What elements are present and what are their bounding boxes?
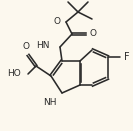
Text: HO: HO bbox=[7, 70, 21, 78]
Text: HN: HN bbox=[36, 40, 50, 50]
Text: F: F bbox=[124, 52, 130, 62]
Text: O: O bbox=[90, 29, 97, 39]
Text: O: O bbox=[54, 18, 61, 26]
Text: O: O bbox=[22, 42, 30, 51]
Text: NH: NH bbox=[43, 98, 57, 107]
